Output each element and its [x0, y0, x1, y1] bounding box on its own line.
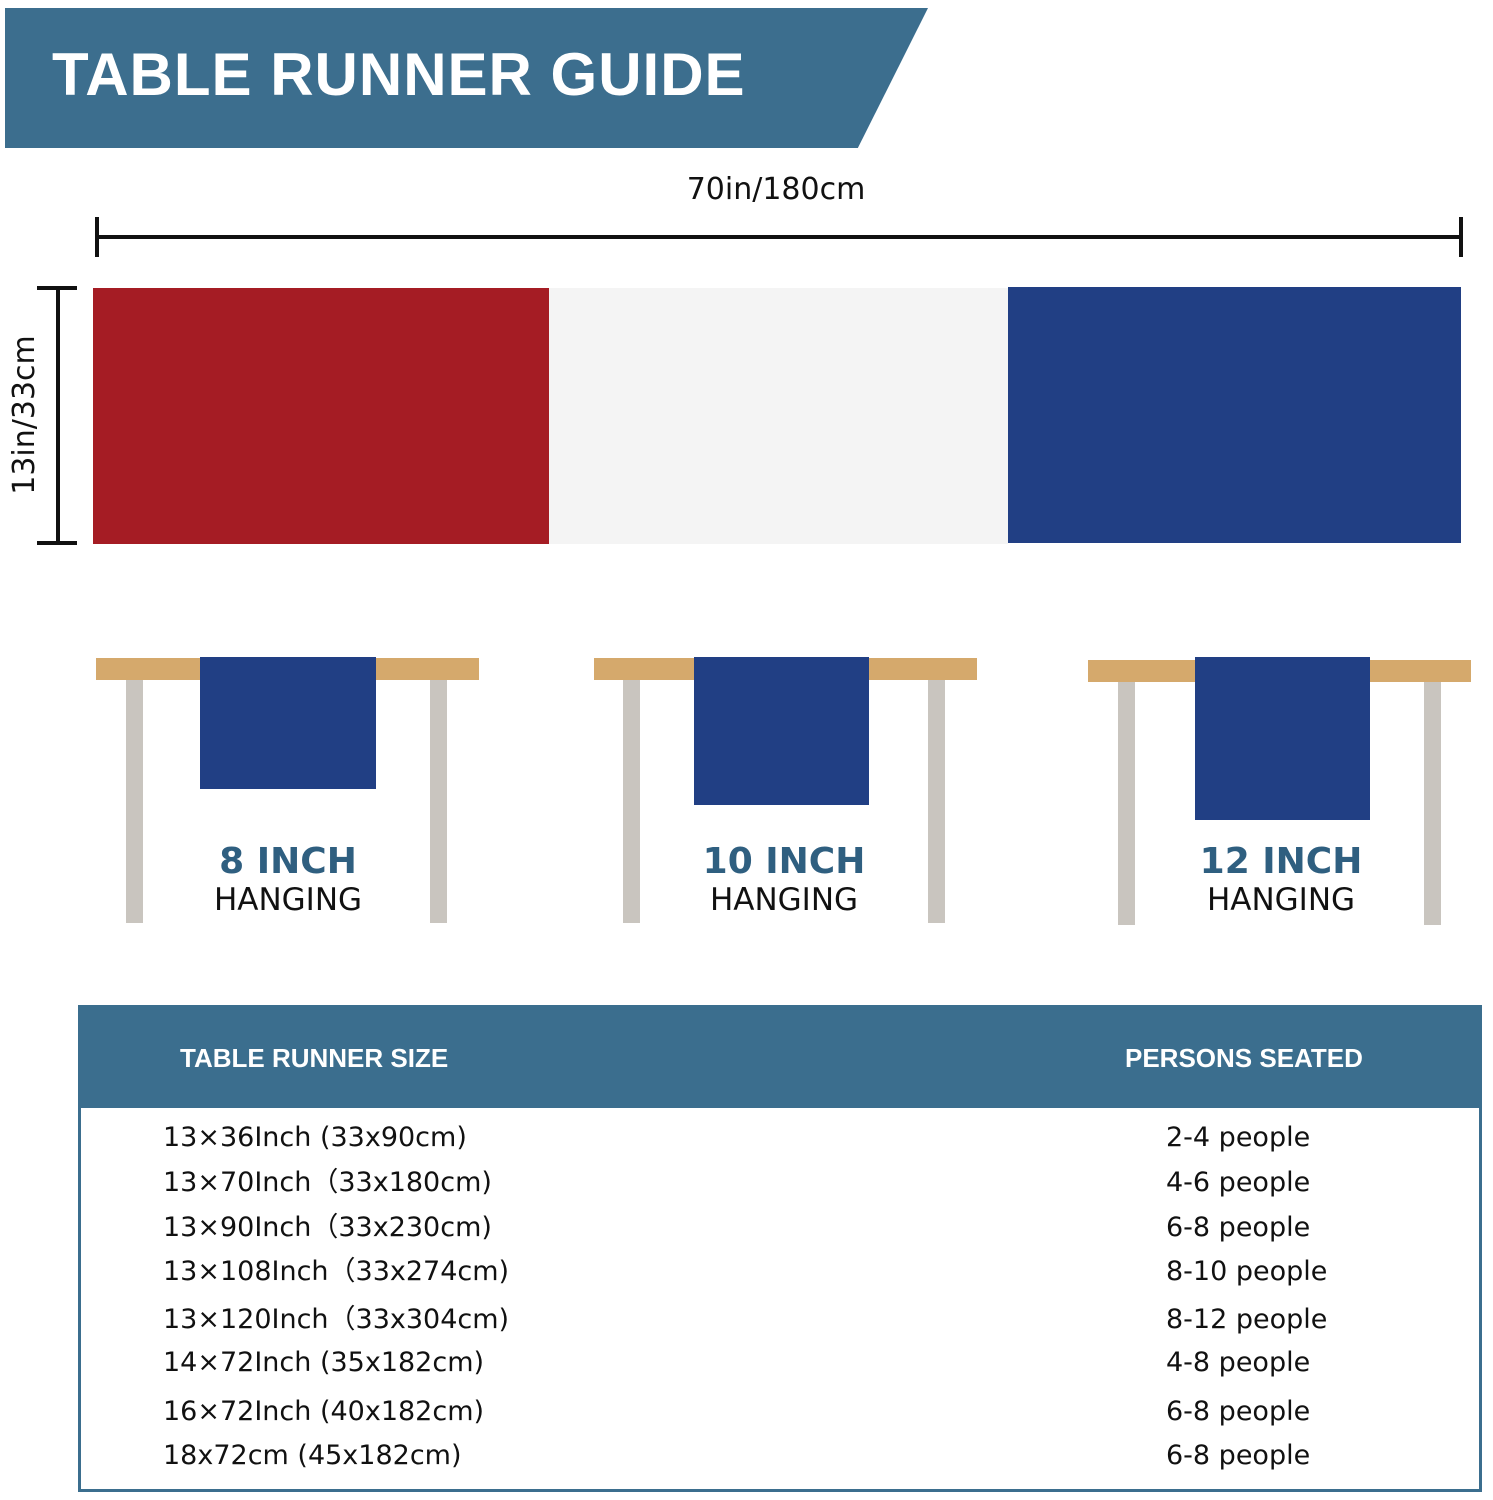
size-table-header: TABLE RUNNER SIZE PERSONS SEATED [78, 1005, 1482, 1108]
hanging-runner-10 [694, 657, 869, 805]
hanging-label: HANGING [709, 882, 859, 918]
width-tick-bottom [37, 541, 77, 545]
table-leg [430, 680, 447, 923]
hanging-size: 10 INCH [702, 841, 866, 882]
hanging-label: HANGING [213, 882, 363, 918]
length-tick-right [1459, 217, 1463, 257]
title-banner [5, 8, 928, 148]
table-leg [1424, 682, 1441, 925]
length-dimension-line [97, 235, 1461, 239]
table-leg [623, 680, 640, 923]
length-label: 70in/180cm [686, 172, 866, 207]
hanging-runner-12 [1195, 657, 1370, 820]
table-leg [928, 680, 945, 923]
hanging-runner-8 [200, 657, 376, 789]
page-title: TABLE RUNNER GUIDE [52, 41, 746, 108]
runner-blue-panel [1008, 287, 1461, 543]
runner-red-panel [93, 288, 549, 544]
header-size: TABLE RUNNER SIZE [180, 1043, 449, 1073]
width-dimension-line [56, 288, 60, 543]
width-label: 13in/33cm [7, 335, 42, 495]
runner-white-panel [549, 288, 1008, 544]
header-persons: PERSONS SEATED [1125, 1043, 1363, 1073]
table-leg [126, 680, 143, 923]
hanging-size: 12 INCH [1199, 841, 1363, 882]
width-tick-top [37, 286, 77, 290]
hanging-label: HANGING [1206, 882, 1356, 918]
length-tick-left [95, 217, 99, 257]
table-leg [1118, 682, 1135, 925]
hanging-size: 8 INCH [219, 841, 357, 882]
